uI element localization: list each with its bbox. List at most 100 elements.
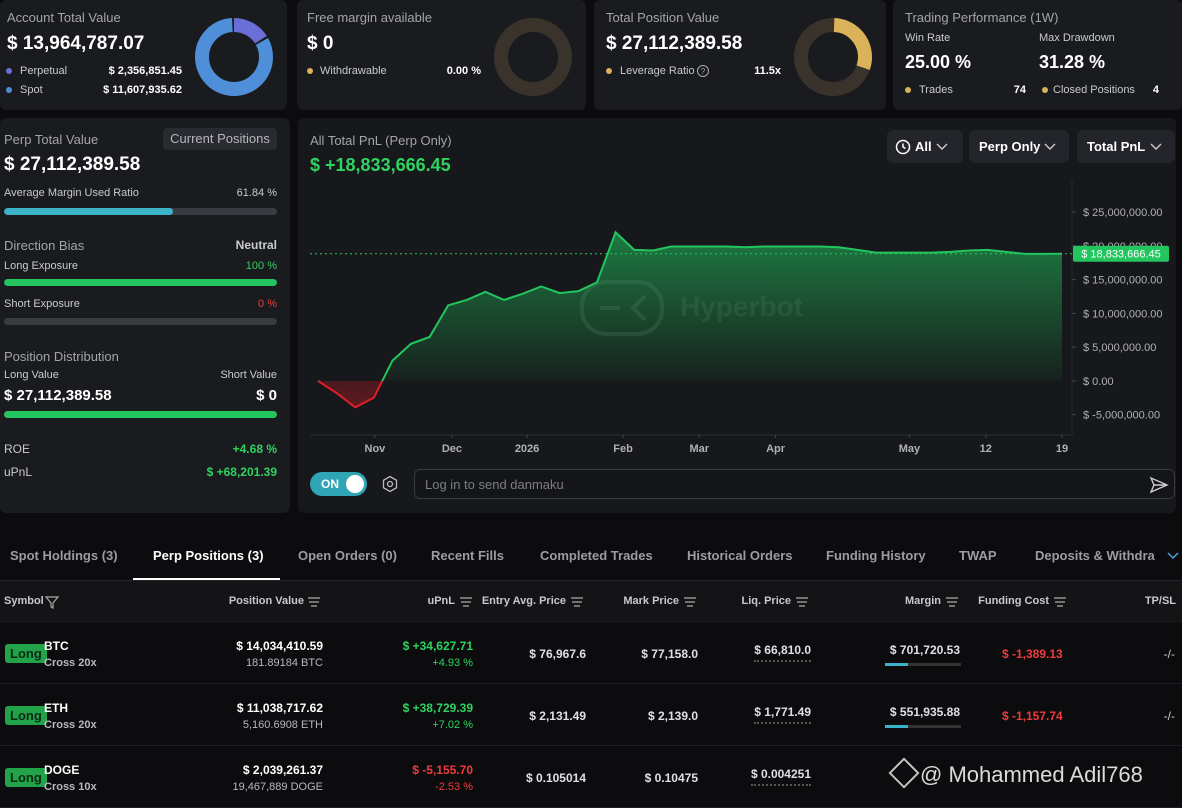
tab[interactable]: TWAP bbox=[959, 548, 997, 563]
column-header[interactable]: Entry Avg. Price bbox=[481, 595, 566, 607]
card-title: Total Position Value bbox=[606, 10, 720, 25]
legend-dot bbox=[1042, 87, 1048, 93]
margin-bar-fill bbox=[885, 663, 908, 666]
overview-panel: Perp Total Value Current Positions $ 27,… bbox=[0, 118, 290, 513]
upnl-pct: -2.53 % bbox=[435, 781, 473, 793]
column-header[interactable]: Liq. Price bbox=[741, 595, 791, 607]
last-value-label: $ 18,833,666.45 bbox=[1081, 249, 1161, 261]
x-tick-label: 19 bbox=[1056, 443, 1068, 455]
column-header[interactable]: uPnL bbox=[427, 595, 456, 607]
mode: Cross 20x bbox=[44, 657, 97, 669]
account-card: Account Total Value $ 13,964,787.07 Perp… bbox=[0, 0, 287, 110]
donut-ring bbox=[494, 18, 572, 96]
column-header[interactable]: Funding Cost bbox=[978, 595, 1049, 607]
sort-icon bbox=[796, 597, 808, 607]
metric-name: Average Margin Used Ratio bbox=[4, 187, 139, 199]
send-icon[interactable] bbox=[1149, 475, 1169, 495]
y-tick-label: $ 5,000,000.00 bbox=[1083, 342, 1156, 354]
filter-label: Total PnL bbox=[1087, 139, 1146, 154]
entry: $ 2,131.49 bbox=[529, 709, 586, 723]
column-header[interactable]: Symbol bbox=[4, 595, 44, 607]
row-value: 0.00 % bbox=[446, 65, 481, 77]
donut-segment bbox=[195, 18, 273, 96]
clock-icon bbox=[895, 139, 911, 155]
row-value: $ 2,356,851.45 bbox=[108, 65, 182, 77]
mark: $ 77,158.0 bbox=[641, 647, 698, 661]
metric-name: Short Value bbox=[220, 369, 277, 381]
funding: $ -1,389.13 bbox=[1002, 647, 1063, 661]
margin-bar-track bbox=[885, 725, 961, 728]
tab[interactable]: Open Orders (0) bbox=[298, 548, 397, 563]
metric-name: uPnL bbox=[4, 465, 33, 479]
card-title: Account Total Value bbox=[7, 10, 121, 25]
filter-label: Perp Only bbox=[979, 139, 1041, 154]
sort-icon bbox=[946, 597, 958, 607]
tab[interactable]: Funding History bbox=[826, 548, 926, 563]
side: Long bbox=[5, 706, 47, 725]
chart-subtitle: $ +18,833,666.45 bbox=[310, 155, 451, 175]
free-margin-card: Free margin available $ 0 Withdrawable 0… bbox=[297, 0, 586, 110]
progress-fill bbox=[4, 208, 173, 215]
section-title: Position Distribution bbox=[4, 349, 119, 364]
row-divider bbox=[0, 683, 1182, 684]
tab[interactable]: Completed Trades bbox=[540, 548, 653, 563]
tab[interactable]: Spot Holdings (3) bbox=[10, 548, 118, 563]
x-tick-label: Apr bbox=[766, 443, 786, 455]
tab[interactable]: Historical Orders bbox=[687, 548, 793, 563]
tab[interactable]: Perp Positions (3) bbox=[153, 548, 264, 563]
tpsl: -/- bbox=[1163, 709, 1175, 723]
x-tick-label: Nov bbox=[365, 443, 387, 455]
upnl: $ -5,155.70 bbox=[412, 763, 473, 777]
sort-icon bbox=[1054, 597, 1066, 607]
danmaku-toggle[interactable]: ON bbox=[310, 472, 367, 496]
mark: $ 0.10475 bbox=[644, 771, 698, 785]
current-positions-button[interactable]: Current Positions bbox=[163, 128, 277, 150]
column-header[interactable]: Position Value bbox=[228, 595, 304, 607]
toggle-label: ON bbox=[321, 477, 339, 491]
section-value: Neutral bbox=[235, 238, 277, 252]
margin: $ 701,720.53 bbox=[889, 643, 960, 657]
liq: $ 0.004251 bbox=[750, 767, 811, 786]
pnl-area bbox=[318, 232, 1062, 408]
x-tick-label: 2026 bbox=[515, 443, 539, 455]
watermark: @ Mohammed Adil768 bbox=[920, 762, 1143, 787]
stat-name: Closed Positions bbox=[1053, 84, 1135, 96]
filter-label: All bbox=[915, 139, 932, 154]
position-value: $ 2,039,261.37 bbox=[242, 763, 323, 777]
size: 19,467,889 DOGE bbox=[232, 781, 323, 793]
margin-bar-track bbox=[885, 663, 961, 666]
symbol: DOGE bbox=[44, 763, 80, 777]
entry: $ 76,967.6 bbox=[529, 647, 586, 661]
column-header[interactable]: Mark Price bbox=[623, 595, 679, 607]
settings-icon[interactable] bbox=[381, 475, 399, 493]
upnl-pct: +7.02 % bbox=[432, 719, 473, 731]
stat-value: 25.00 % bbox=[905, 52, 972, 72]
legend-dot bbox=[606, 68, 612, 74]
tabs-more[interactable] bbox=[1166, 550, 1180, 562]
position-value: $ 14,034,410.59 bbox=[236, 639, 323, 653]
sort-icon bbox=[571, 597, 583, 607]
row-name: Withdrawable bbox=[320, 65, 387, 77]
row-value: 11.5x bbox=[754, 65, 781, 77]
y-tick-label: $ 10,000,000.00 bbox=[1083, 308, 1163, 320]
active-tab-underline bbox=[133, 578, 280, 580]
column-header[interactable]: TP/SL bbox=[1144, 595, 1176, 607]
y-tick-label: $ 15,000,000.00 bbox=[1083, 275, 1163, 287]
progress-fill bbox=[4, 411, 277, 418]
metric-value: 0 % bbox=[258, 298, 277, 310]
column-header[interactable]: Margin bbox=[904, 595, 941, 607]
filter-dropdown[interactable]: All bbox=[887, 130, 963, 163]
size: 5,160.6908 ETH bbox=[242, 719, 323, 731]
info-icon[interactable]: ? bbox=[696, 64, 710, 78]
toggle-knob bbox=[346, 475, 364, 493]
metric-value: 100 % bbox=[245, 260, 277, 272]
legend-dot bbox=[6, 68, 12, 74]
tab[interactable]: Recent Fills bbox=[431, 548, 504, 563]
progress-track bbox=[4, 279, 277, 286]
danmaku-input[interactable]: Log in to send danmaku bbox=[414, 469, 1175, 499]
sort-icon bbox=[308, 597, 320, 607]
x-tick-label: Feb bbox=[613, 443, 633, 455]
tab[interactable]: Deposits & Withdraw bbox=[1035, 548, 1155, 563]
watermark-icon bbox=[888, 757, 920, 789]
